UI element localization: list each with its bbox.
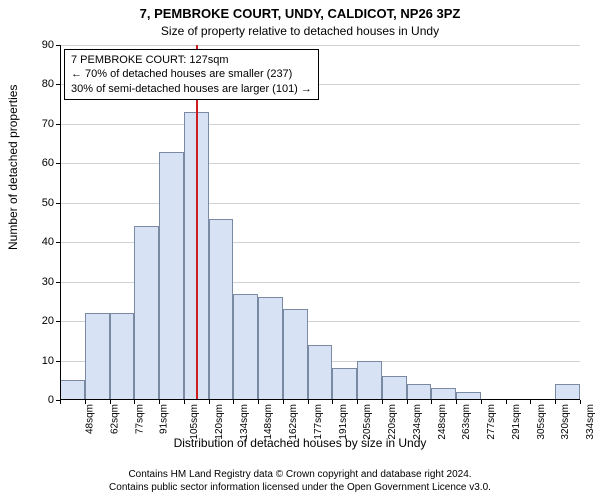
x-tick-mark	[555, 400, 556, 404]
x-axis-label: Distribution of detached houses by size …	[0, 436, 600, 450]
histogram-bar	[283, 309, 308, 400]
histogram-bar	[110, 313, 135, 400]
histogram-bar	[60, 380, 85, 400]
plot-area: 010203040506070809048sqm62sqm77sqm91sqm1…	[60, 45, 580, 400]
gridline	[60, 163, 580, 164]
footnote-line: Contains public sector information licen…	[0, 482, 600, 495]
y-axis-label: Number of detached properties	[6, 85, 20, 250]
annotation-line: ← 70% of detached houses are smaller (23…	[71, 67, 312, 81]
x-tick-label: 105sqm	[189, 404, 200, 440]
gridline	[60, 45, 580, 46]
histogram-bar	[85, 313, 110, 400]
x-tick-label: 205sqm	[362, 404, 373, 440]
histogram-bar	[134, 226, 159, 400]
histogram-bar	[233, 294, 258, 401]
x-tick-label: 120sqm	[214, 404, 225, 440]
histogram-bar	[258, 297, 283, 400]
x-tick-mark	[60, 400, 61, 404]
x-tick-mark	[283, 400, 284, 404]
histogram-bar	[308, 345, 333, 400]
x-tick-mark	[258, 400, 259, 404]
y-axis	[60, 45, 61, 400]
x-tick-label: 320sqm	[561, 404, 572, 440]
x-tick-label: 248sqm	[437, 404, 448, 440]
x-tick-mark	[134, 400, 135, 404]
x-tick-label: 91sqm	[159, 404, 170, 434]
gridline	[60, 203, 580, 204]
x-tick-mark	[506, 400, 507, 404]
x-tick-label: 305sqm	[536, 404, 547, 440]
x-tick-mark	[159, 400, 160, 404]
x-tick-mark	[308, 400, 309, 404]
x-tick-label: 191sqm	[338, 404, 349, 440]
x-axis	[60, 399, 580, 400]
x-tick-label: 263sqm	[462, 404, 473, 440]
x-tick-mark	[110, 400, 111, 404]
x-tick-mark	[407, 400, 408, 404]
annotation-line: 7 PEMBROKE COURT: 127sqm	[71, 53, 312, 67]
annotation-line: 30% of semi-detached houses are larger (…	[71, 82, 312, 96]
x-tick-mark	[431, 400, 432, 404]
chart-subtitle: Size of property relative to detached ho…	[0, 24, 600, 38]
footnote-line: Contains HM Land Registry data © Crown c…	[0, 469, 600, 482]
x-tick-mark	[481, 400, 482, 404]
x-tick-label: 134sqm	[239, 404, 250, 440]
x-tick-label: 77sqm	[134, 404, 145, 434]
x-tick-mark	[233, 400, 234, 404]
histogram-bar	[555, 384, 580, 400]
gridline	[60, 124, 580, 125]
page-title: 7, PEMBROKE COURT, UNDY, CALDICOT, NP26 …	[0, 6, 600, 21]
x-tick-label: 62sqm	[109, 404, 120, 434]
histogram-bar	[382, 376, 407, 400]
x-tick-mark	[456, 400, 457, 404]
x-tick-label: 291sqm	[511, 404, 522, 440]
x-tick-mark	[209, 400, 210, 404]
x-tick-mark	[530, 400, 531, 404]
histogram-bar	[332, 368, 357, 400]
x-tick-mark	[184, 400, 185, 404]
chart-container: 7, PEMBROKE COURT, UNDY, CALDICOT, NP26 …	[0, 0, 600, 500]
x-tick-label: 334sqm	[585, 404, 596, 440]
annotation-box: 7 PEMBROKE COURT: 127sqm← 70% of detache…	[64, 49, 319, 100]
x-tick-mark	[332, 400, 333, 404]
footnote: Contains HM Land Registry data © Crown c…	[0, 469, 600, 494]
histogram-bar	[407, 384, 432, 400]
x-tick-mark	[85, 400, 86, 404]
x-tick-label: 177sqm	[313, 404, 324, 440]
x-tick-label: 162sqm	[288, 404, 299, 440]
x-tick-label: 48sqm	[85, 404, 96, 434]
x-tick-label: 234sqm	[412, 404, 423, 440]
x-tick-mark	[580, 400, 581, 404]
x-tick-label: 277sqm	[486, 404, 497, 440]
histogram-bar	[209, 219, 234, 400]
histogram-bar	[159, 152, 184, 401]
histogram-bar	[357, 361, 382, 400]
x-tick-mark	[382, 400, 383, 404]
x-tick-label: 220sqm	[387, 404, 398, 440]
x-tick-label: 148sqm	[263, 404, 274, 440]
x-tick-mark	[357, 400, 358, 404]
